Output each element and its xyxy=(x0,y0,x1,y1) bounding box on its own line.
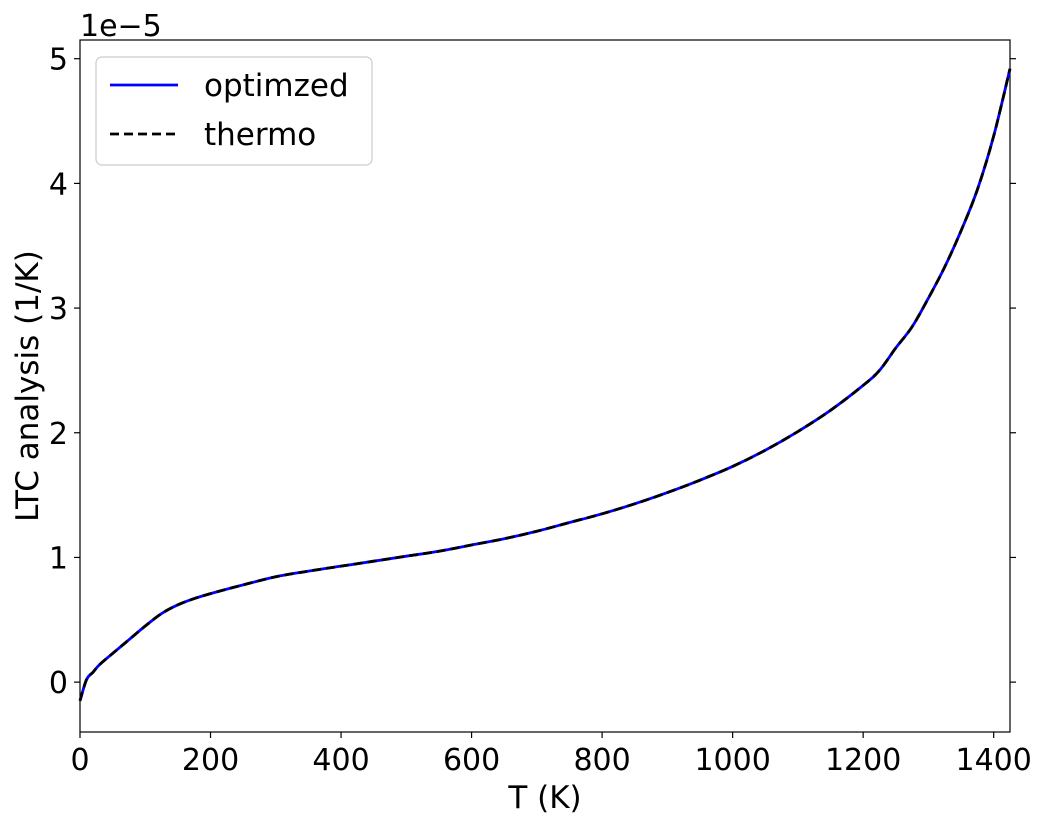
y-tick-label: 3 xyxy=(49,292,68,327)
y-offset-label: 1e−5 xyxy=(80,9,162,44)
y-tick-label: 2 xyxy=(49,417,68,452)
legend: optimzed thermo xyxy=(95,56,373,166)
y-tick-label: 4 xyxy=(49,167,68,202)
legend-label-optimzed: optimzed xyxy=(204,68,349,104)
x-tick-label: 800 xyxy=(573,743,630,778)
axes-frame xyxy=(79,39,1011,733)
y-axis-ticks: 0 1 2 3 4 5 xyxy=(49,43,1016,701)
series-layer xyxy=(78,68,1012,702)
legend-label-thermo: thermo xyxy=(204,117,316,153)
y-tick-label: 0 xyxy=(49,666,68,701)
x-tick-label: 1400 xyxy=(956,743,1032,778)
x-axis-label: T (K) xyxy=(507,780,581,816)
x-axis-ticks: 0 200 400 600 800 1000 1200 1400 xyxy=(70,732,1032,778)
x-tick-label: 1200 xyxy=(825,743,901,778)
x-tick-label: 600 xyxy=(443,743,500,778)
y-axis-label: LTC analysis (1/K) xyxy=(10,250,46,522)
plot-area xyxy=(78,39,1012,733)
series-line-thermo xyxy=(78,68,1012,702)
y-tick-label: 5 xyxy=(49,43,68,78)
x-tick-label: 400 xyxy=(312,743,369,778)
x-tick-label: 0 xyxy=(70,743,89,778)
y-tick-label: 1 xyxy=(49,541,68,576)
x-tick-label: 1000 xyxy=(694,743,770,778)
x-tick-label: 200 xyxy=(182,743,239,778)
